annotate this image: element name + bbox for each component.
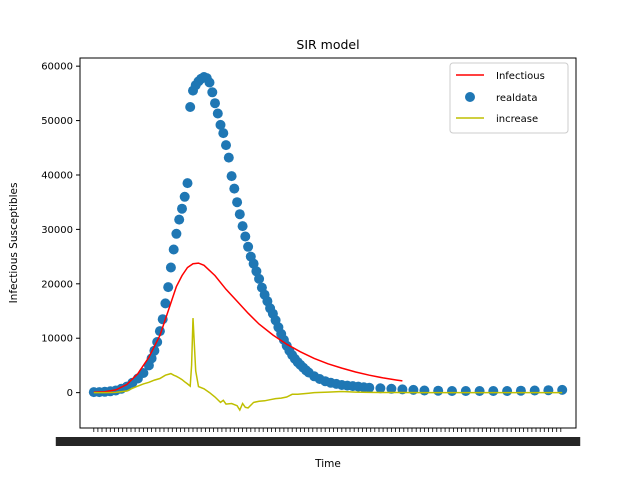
data-point-realdata: [232, 197, 243, 208]
data-point-realdata: [447, 386, 457, 396]
data-point-realdata: [212, 108, 223, 119]
data-point-realdata: [237, 221, 248, 232]
data-point-realdata: [179, 191, 190, 202]
data-point-realdata: [251, 266, 262, 277]
data-point-realdata: [177, 203, 187, 214]
chart-title: SIR model: [296, 37, 359, 52]
data-point-realdata: [460, 386, 471, 396]
data-point-realdata: [502, 386, 513, 396]
data-point-realdata: [168, 244, 179, 255]
legend-box: [449, 62, 569, 134]
data-point-realdata: [215, 119, 226, 130]
data-point-realdata: [243, 241, 254, 252]
data-point-realdata: [375, 383, 386, 394]
y-tick-label: 40000: [41, 170, 73, 181]
data-point-realdata: [221, 140, 231, 151]
data-point-realdata: [223, 152, 234, 163]
data-point-realdata: [138, 368, 149, 378]
data-point-realdata: [433, 385, 444, 396]
data-point-realdata: [218, 128, 229, 139]
y-axis: 0 10000 20000 30000 40000 50000 60000: [41, 62, 80, 399]
data-point-realdata: [229, 183, 240, 194]
series-line-increase: [93, 318, 563, 412]
x-axis-label: Time: [314, 458, 341, 470]
data-point-realdata: [226, 171, 237, 182]
data-point-realdata: [171, 228, 182, 239]
data-point-realdata: [515, 385, 526, 396]
x-axis: [55, 428, 581, 446]
data-point-realdata: [254, 273, 265, 284]
y-tick-label: 20000: [41, 279, 73, 290]
data-point-realdata: [529, 385, 540, 396]
data-point-realdata: [160, 298, 171, 309]
data-point-realdata: [386, 383, 397, 394]
y-tick-label: 50000: [41, 116, 73, 127]
data-point-realdata: [210, 98, 220, 109]
data-point-realdata: [364, 382, 375, 393]
data-point-realdata: [163, 282, 174, 293]
data-point-realdata: [149, 345, 160, 356]
series-line-infectious: [93, 262, 403, 393]
legend-label-infectious: Infectious: [496, 71, 545, 82]
y-axis-label: Infectious Susceptibles: [8, 183, 20, 304]
y-tick-label: 30000: [41, 225, 73, 236]
data-point-realdata: [182, 178, 193, 189]
y-tick-label: 0: [67, 388, 73, 399]
data-point-realdata: [185, 102, 196, 112]
legend: Infectious realdata increase: [449, 62, 569, 134]
axes-frame: [79, 57, 577, 429]
y-tick-label: 10000: [41, 334, 73, 345]
data-point-realdata: [207, 87, 218, 98]
data-point-realdata: [174, 214, 185, 225]
data-point-realdata: [240, 231, 251, 242]
data-point-realdata: [474, 386, 485, 396]
data-point-realdata: [543, 385, 554, 396]
legend-label-realdata: realdata: [496, 93, 537, 104]
data-point-realdata: [165, 262, 176, 273]
plot-area: [88, 72, 568, 412]
data-point-realdata: [204, 77, 215, 88]
data-point-realdata: [557, 384, 568, 395]
data-point-realdata: [419, 385, 430, 396]
y-tick-label: 60000: [41, 62, 73, 73]
data-point-realdata: [234, 209, 245, 220]
legend-swatch-realdata: [465, 92, 475, 102]
data-point-realdata: [408, 384, 419, 395]
legend-label-increase: increase: [496, 114, 538, 125]
data-point-realdata: [488, 386, 499, 396]
x-tick-labels-overlap: [55, 437, 581, 446]
data-point-realdata: [248, 258, 259, 269]
